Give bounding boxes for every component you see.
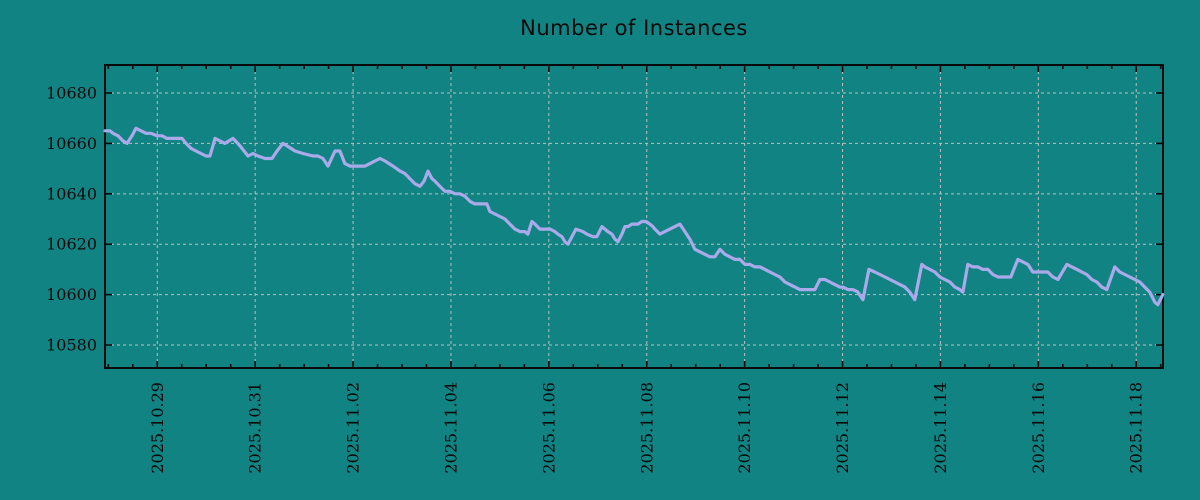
svg-text:2025.10.31: 2025.10.31 (246, 382, 265, 474)
svg-text:2025.10.29: 2025.10.29 (148, 382, 167, 474)
data-line (103, 126, 1165, 307)
svg-text:10620: 10620 (46, 235, 97, 254)
svg-text:2025.11.10: 2025.11.10 (735, 382, 754, 474)
svg-text:2025.11.06: 2025.11.06 (539, 382, 558, 474)
svg-text:2025.11.12: 2025.11.12 (833, 382, 852, 474)
svg-text:2025.11.04: 2025.11.04 (441, 382, 460, 474)
svg-text:2025.11.14: 2025.11.14 (931, 382, 950, 474)
x-tick-labels: 2025.10.29 2025.10.31 2025.11.02 2025.11.04… (148, 382, 1146, 474)
svg-text:10660: 10660 (46, 134, 97, 153)
y-tick-labels: 10580 10600 10620 10640 10660 10680 (46, 83, 97, 354)
svg-text:2025.11.18: 2025.11.18 (1127, 382, 1146, 474)
axis-ticks (105, 65, 1163, 368)
svg-text:2025.11.16: 2025.11.16 (1029, 382, 1048, 474)
chart-title: Number of Instances (520, 16, 748, 40)
plot-border (104, 64, 1164, 369)
svg-text:2025.11.02: 2025.11.02 (344, 382, 363, 474)
svg-text:10580: 10580 (46, 336, 97, 355)
svg-text:10680: 10680 (46, 83, 97, 102)
svg-text:10640: 10640 (46, 184, 97, 203)
svg-text:2025.11.08: 2025.11.08 (637, 382, 656, 474)
svg-text:10600: 10600 (46, 285, 97, 304)
grid-lines (105, 65, 1163, 368)
